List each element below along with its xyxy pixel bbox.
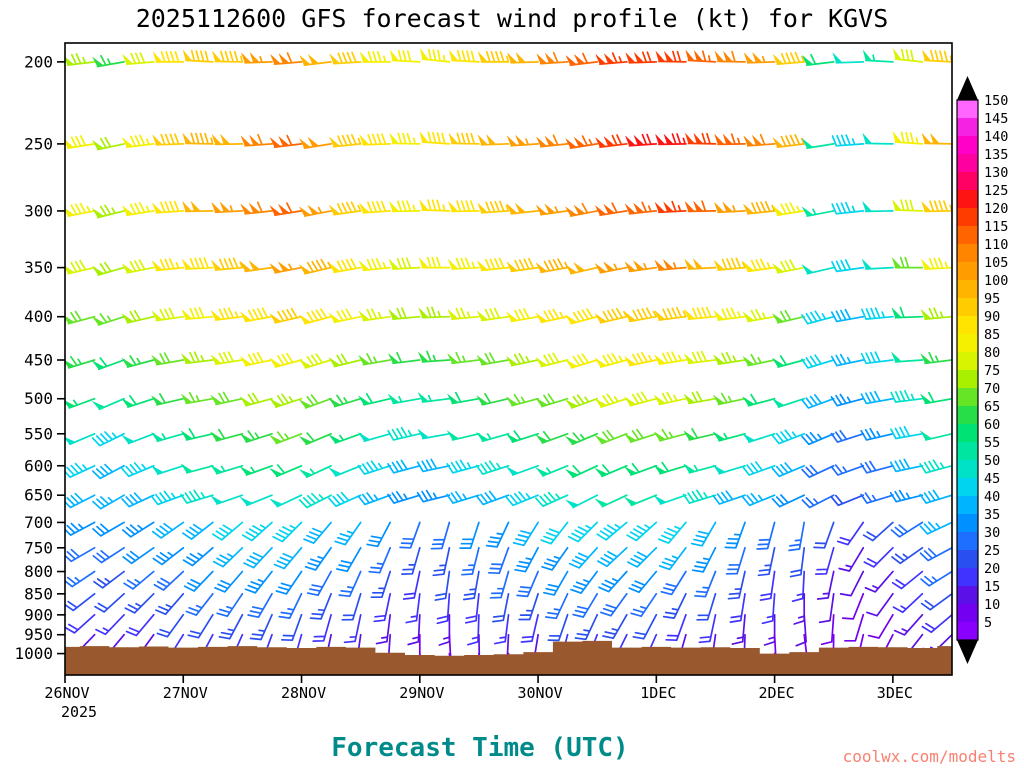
svg-text:105: 105 [984, 255, 1008, 271]
plot-border [64, 42, 953, 676]
svg-text:85: 85 [984, 327, 1000, 343]
wind-barbs-layer [65, 48, 952, 675]
svg-text:50: 50 [984, 453, 1000, 469]
svg-text:500: 500 [24, 389, 53, 408]
svg-text:700: 700 [24, 513, 53, 532]
svg-text:5: 5 [984, 615, 992, 631]
terrain-silhouette [65, 640, 952, 675]
svg-text:250: 250 [24, 134, 53, 153]
svg-text:600: 600 [24, 456, 53, 475]
svg-text:350: 350 [24, 258, 53, 277]
svg-text:10: 10 [984, 597, 1000, 613]
svg-text:200: 200 [24, 52, 53, 71]
svg-text:140: 140 [984, 129, 1008, 145]
svg-text:90: 90 [984, 309, 1000, 325]
svg-text:35: 35 [984, 507, 1000, 523]
svg-text:850: 850 [24, 584, 53, 603]
svg-text:1000: 1000 [14, 644, 53, 663]
svg-text:450: 450 [24, 351, 53, 370]
svg-text:400: 400 [24, 307, 53, 326]
svg-text:120: 120 [984, 201, 1008, 217]
chart-title: 2025112600 GFS forecast wind profile (kt… [135, 4, 889, 33]
colorbar-top-arrow-icon [957, 76, 978, 100]
svg-text:800: 800 [24, 562, 53, 581]
svg-text:40: 40 [984, 489, 1000, 505]
svg-text:145: 145 [984, 111, 1008, 127]
svg-text:20: 20 [984, 561, 1000, 577]
svg-text:28NOV: 28NOV [281, 684, 326, 702]
svg-text:950: 950 [24, 625, 53, 644]
svg-text:100: 100 [984, 273, 1008, 289]
svg-text:125: 125 [984, 183, 1008, 199]
svg-text:900: 900 [24, 605, 53, 624]
svg-text:750: 750 [24, 538, 53, 557]
svg-text:30NOV: 30NOV [517, 684, 562, 702]
svg-text:45: 45 [984, 471, 1000, 487]
svg-text:80: 80 [984, 345, 1000, 361]
svg-text:70: 70 [984, 381, 1000, 397]
svg-text:150: 150 [984, 93, 1008, 109]
svg-text:30: 30 [984, 525, 1000, 541]
svg-text:27NOV: 27NOV [163, 684, 208, 702]
svg-text:135: 135 [984, 147, 1008, 163]
axes-ticks-and-labels: 200 250 300 350 400 450 500 550 600 650 700 750 800 8… [14, 52, 912, 721]
svg-text:2025: 2025 [61, 703, 97, 721]
svg-text:130: 130 [984, 165, 1008, 181]
svg-text:95: 95 [984, 291, 1000, 307]
svg-text:3DEC: 3DEC [877, 684, 913, 702]
svg-text:300: 300 [24, 201, 53, 220]
svg-text:55: 55 [984, 435, 1000, 451]
svg-text:60: 60 [984, 417, 1000, 433]
svg-text:2DEC: 2DEC [759, 684, 795, 702]
svg-text:110: 110 [984, 237, 1008, 253]
svg-text:650: 650 [24, 486, 53, 505]
x-axis-title: Forecast Time (UTC) [331, 733, 629, 763]
svg-text:550: 550 [24, 424, 53, 443]
watermark-text: coolwx.com/modelts [842, 747, 1016, 766]
speed-colorbar: 1501451401351301251201151101051009590858… [956, 76, 1008, 664]
svg-text:26NOV: 26NOV [44, 684, 89, 702]
svg-text:25: 25 [984, 543, 1000, 559]
svg-text:15: 15 [984, 579, 1000, 595]
svg-text:115: 115 [984, 219, 1008, 235]
svg-text:65: 65 [984, 399, 1000, 415]
svg-text:1DEC: 1DEC [640, 684, 676, 702]
svg-text:75: 75 [984, 363, 1000, 379]
colorbar-bottom-arrow-icon [957, 640, 978, 664]
svg-text:29NOV: 29NOV [399, 684, 444, 702]
